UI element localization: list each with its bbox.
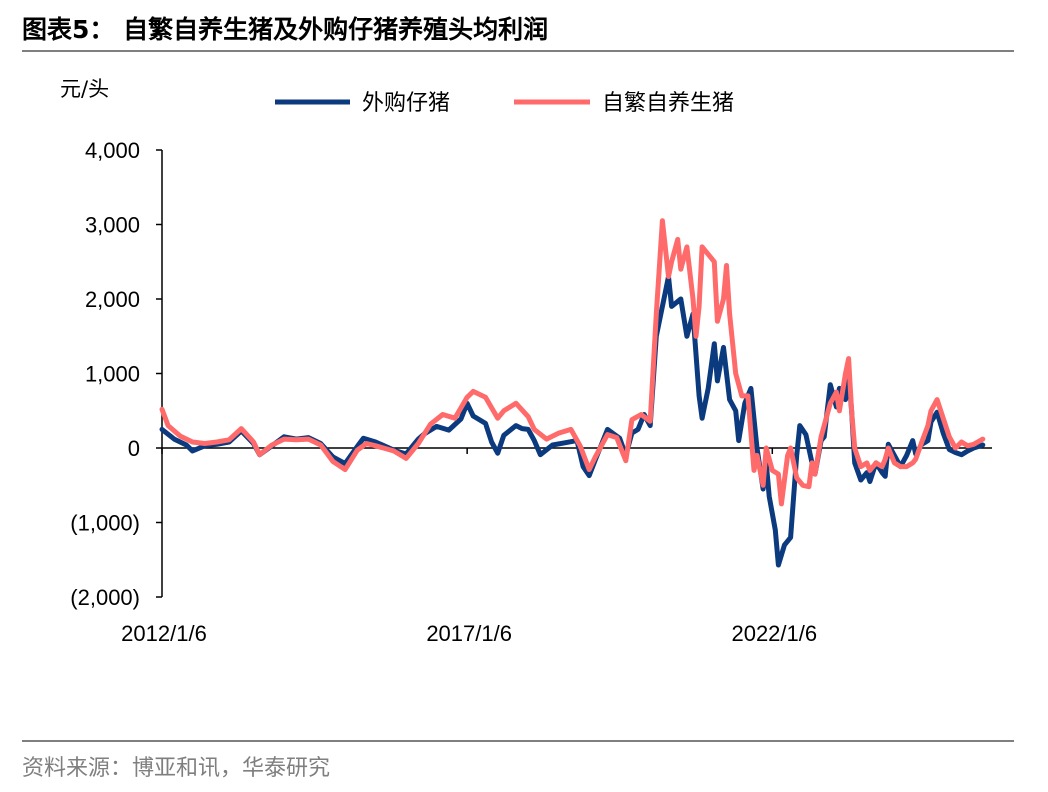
- y-tick-label: 0: [128, 436, 140, 461]
- footer-divider: [22, 740, 1014, 742]
- title-divider: [22, 50, 1014, 52]
- x-tick-label: 2022/1/6: [731, 621, 817, 646]
- legend: 外购仔猪 自繁自养生猪: [275, 91, 734, 116]
- y-tick-label: 3,000: [85, 213, 140, 238]
- series-layer: [159, 218, 986, 568]
- y-tick-label: 2,000: [85, 287, 140, 312]
- legend-item-0: 外购仔猪: [275, 91, 450, 116]
- y-axis-unit-label: 元/头: [60, 77, 109, 101]
- y-tick-label: 1,000: [85, 362, 140, 387]
- source-note: 资料来源：博亚和讯，华泰研究: [22, 756, 331, 781]
- x-tick-label: 2012/1/6: [121, 621, 207, 646]
- line-chart: 元/头 外购仔猪 自繁自养生猪 4,000 3,000 2,000 1,000 0 (1,…: [60, 77, 992, 646]
- legend-label-0: 外购仔猪: [362, 91, 450, 116]
- y-axis: 4,000 3,000 2,000 1,000 0 (1,000) (2,000): [70, 138, 163, 610]
- y-tick-label: (1,000): [70, 511, 140, 536]
- chart-title: 图表5： 自繁自养生猪及外购仔猪养殖头均利润: [22, 15, 549, 44]
- legend-label-1: 自繁自养生猪: [602, 91, 734, 116]
- series-line-0: [159, 274, 986, 568]
- series-line-1: [159, 218, 986, 507]
- y-tick-label: 4,000: [85, 138, 140, 163]
- y-tick-label: (2,000): [70, 585, 140, 610]
- x-tick-label: 2017/1/6: [426, 621, 512, 646]
- legend-item-1: 自繁自养生猪: [514, 91, 734, 116]
